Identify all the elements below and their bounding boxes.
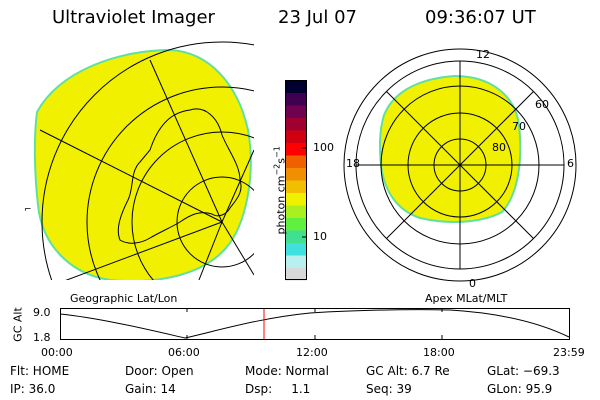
altitude-curve [59, 309, 570, 339]
dsp-label: Dsp: 1.1 [245, 382, 311, 396]
antarctica-coastline [117, 108, 242, 244]
altitude-x-tick-3: 18:00 [423, 346, 455, 359]
geo-caption: Geographic Lat/Lon [70, 292, 178, 305]
auroral-image-disk [33, 48, 252, 280]
gc-alt-label: GC Alt: 6.7 Re [366, 364, 450, 378]
latitude-circle [86, 86, 254, 280]
colorbar-stripe [285, 80, 307, 93]
colorbar-stripe [285, 205, 307, 218]
time-label: 09:36:07 UT [425, 7, 536, 28]
latitude-circle [131, 131, 254, 280]
mlt-12-label: 12 [476, 48, 490, 61]
colorbar-stripe [285, 242, 307, 256]
polar-caption: Apex MLat/MLT [425, 292, 508, 305]
polar-mlat-mlt-plot [343, 48, 577, 282]
colorbar-stripe [285, 192, 307, 206]
mlat-80-label: 80 [492, 141, 506, 154]
colorbar-stripe [285, 267, 307, 281]
colorbar-unit-label: photon cm−2s−1 [272, 146, 288, 235]
altitude-y-top: 9.0 [33, 306, 51, 319]
geographic-image-panel: ⌐ [24, 41, 254, 280]
longitude-line [39, 129, 223, 223]
altitude-plot [59, 308, 570, 340]
colorbar-stripe [285, 92, 307, 106]
longitude-line [221, 149, 254, 223]
colorbar-stripe [285, 105, 307, 118]
glat-label: GLat: −69.3 [487, 364, 560, 378]
altitude-x-tick-0: 00:00 [41, 346, 73, 359]
altitude-y-bottom: 1.8 [33, 331, 51, 344]
mlt-0-label: 0 [469, 277, 476, 290]
seq-label: Seq: 39 [366, 382, 412, 396]
altitude-x-tick-4: 23:59 [553, 346, 585, 359]
flight-label: Flt: HOME [10, 364, 70, 378]
mlat-60-label: 60 [535, 98, 549, 111]
altitude-x-tick-1: 06:00 [168, 346, 200, 359]
colorbar [285, 80, 307, 281]
door-label: Door: Open [125, 364, 194, 378]
altitude-ylabel: GC Alt [11, 307, 25, 342]
colorbar-stripe [285, 180, 307, 193]
colorbar-stripe [285, 230, 307, 243]
colorbar-stripe [285, 167, 307, 181]
longitude-line [149, 59, 223, 223]
instrument-title: Ultraviolet Imager [52, 7, 215, 28]
colorbar-stripe [285, 117, 307, 131]
longitude-line [221, 221, 254, 276]
colorbar-tick-100: 100 [313, 141, 334, 154]
colorbar-stripe [285, 142, 307, 156]
altitude-x-tick-2: 12:00 [296, 346, 328, 359]
mlat-70-label: 70 [512, 120, 526, 133]
date-label: 23 Jul 07 [278, 7, 357, 28]
gain-label: Gain: 14 [125, 382, 176, 396]
colorbar-stripe [285, 255, 307, 268]
latitude-circle [41, 41, 254, 280]
longitude-line [65, 221, 223, 280]
colorbar-stripe [285, 155, 307, 168]
mlt-meridian-diagonal [386, 91, 534, 239]
colorbar-stripe [285, 217, 307, 231]
ip-label: IP: 36.0 [10, 382, 56, 396]
latitude-circle [176, 176, 254, 268]
longitude-line [198, 221, 223, 280]
mlt-6-label: 6 [567, 157, 574, 170]
mlt-18-label: 18 [346, 157, 360, 170]
glon-label: GLon: 95.9 [487, 382, 553, 396]
svg-text:⌐: ⌐ [24, 205, 32, 215]
colorbar-tick-10: 10 [313, 230, 327, 243]
colorbar-stripe [285, 130, 307, 143]
mode-label: Mode: Normal [245, 364, 329, 378]
